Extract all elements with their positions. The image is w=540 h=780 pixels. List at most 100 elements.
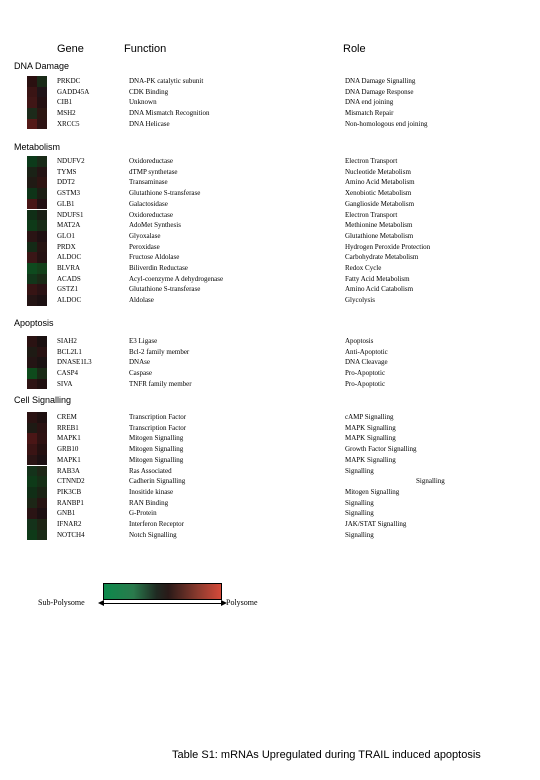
table-row: NOTCH4 Notch Signalling Signalling bbox=[0, 529, 540, 541]
role-cell: cAMP Signalling bbox=[345, 413, 394, 421]
table-row: CIB1 Unknown DNA end joining bbox=[0, 97, 540, 109]
role-cell: Signalling bbox=[416, 477, 445, 486]
heatmap-cell bbox=[37, 519, 47, 530]
heatmap-cells bbox=[27, 252, 47, 263]
function-cell: Galactosidase bbox=[129, 199, 168, 208]
role-cell: Redox Cycle bbox=[345, 264, 382, 272]
heatmap-cell bbox=[27, 422, 37, 434]
gene-cell: GADD45A bbox=[57, 87, 90, 96]
heatmap-cell bbox=[37, 295, 47, 306]
function-cell: Caspase bbox=[129, 369, 152, 378]
function-cell: E3 Ligase bbox=[129, 337, 158, 345]
heatmap-cell bbox=[37, 220, 47, 231]
gene-cell: MAPK1 bbox=[57, 455, 81, 464]
heatmap-cells bbox=[27, 177, 47, 189]
heatmap-cell bbox=[37, 368, 47, 379]
heatmap-cell bbox=[27, 118, 37, 130]
heatmap-cell bbox=[37, 273, 47, 285]
heatmap-cell bbox=[37, 433, 47, 445]
table-row: PIK3CB Inositide kinase Mitogen Signalling bbox=[0, 486, 540, 498]
heatmap-cell bbox=[27, 86, 37, 98]
heatmap-cell bbox=[37, 198, 47, 210]
heatmap-color-scale bbox=[103, 583, 222, 600]
role-cell: Hydrogen Peroxide Protection bbox=[345, 242, 431, 251]
role-cell: DNA end joining bbox=[345, 98, 394, 107]
heatmap-cell bbox=[37, 241, 47, 253]
heatmap-cell bbox=[37, 97, 47, 109]
heatmap-cell bbox=[27, 198, 37, 210]
heatmap-cell bbox=[27, 188, 37, 199]
role-cell: Signalling bbox=[345, 509, 374, 518]
heatmap-cells bbox=[27, 486, 47, 498]
heatmap-cell bbox=[27, 412, 37, 423]
heatmap-cell bbox=[37, 378, 47, 390]
gene-cell: MSH2 bbox=[57, 109, 76, 118]
heatmap-cell bbox=[27, 166, 37, 178]
role-cell: Amino Acid Metabolism bbox=[345, 178, 415, 187]
gene-cell: ALDOC bbox=[57, 253, 82, 262]
heatmap-cell bbox=[27, 177, 37, 189]
heatmap-cells bbox=[27, 422, 47, 434]
function-cell: Transaminase bbox=[129, 178, 168, 187]
heatmap-cell bbox=[37, 422, 47, 434]
section-title: Metabolism bbox=[14, 142, 61, 152]
heatmap-cell bbox=[27, 156, 37, 167]
role-cell: DNA Cleavage bbox=[345, 358, 388, 367]
heatmap-cells bbox=[27, 209, 47, 221]
heatmap-cells bbox=[27, 336, 47, 347]
role-cell: Fatty Acid Metabolism bbox=[345, 274, 410, 283]
heatmap-cell bbox=[27, 346, 37, 358]
table-row: IFNAR2 Interferon Receptor JAK/STAT Signal… bbox=[0, 519, 540, 530]
function-cell: Cadherin Signalling bbox=[129, 477, 186, 486]
right-arrow-icon bbox=[221, 600, 227, 606]
heatmap-cells bbox=[27, 86, 47, 98]
gene-cell: BLVRA bbox=[57, 264, 81, 272]
function-column-header: Function bbox=[124, 43, 167, 55]
heatmap-cell bbox=[27, 497, 37, 509]
heatmap-cells bbox=[27, 519, 47, 530]
function-cell: Interferon Receptor bbox=[129, 520, 184, 528]
heatmap-cell bbox=[27, 508, 37, 519]
table-row: PRDX Peroxidase Hydrogen Peroxide Protecti… bbox=[0, 241, 540, 253]
heatmap-cells bbox=[27, 346, 47, 358]
table-row: ACADS Acyl-coenzyme A dehydrogenase Fatty … bbox=[0, 273, 540, 285]
heatmap-cells bbox=[27, 220, 47, 231]
gene-cell: NDUFS1 bbox=[57, 210, 84, 219]
gene-cell: BCL2L1 bbox=[57, 347, 82, 356]
role-cell: JAK/STAT Signalling bbox=[345, 520, 407, 528]
heatmap-cells bbox=[27, 529, 47, 541]
heatmap-cell bbox=[27, 108, 37, 119]
heatmap-cell bbox=[37, 118, 47, 130]
heatmap-cell bbox=[37, 486, 47, 498]
legend-right-label: Polysome bbox=[226, 598, 258, 607]
heatmap-cell bbox=[27, 519, 37, 530]
table-row: CREM Transcription Factor cAMP Signalling bbox=[0, 412, 540, 423]
gene-cell: TYMS bbox=[57, 167, 77, 176]
heatmap-cell bbox=[27, 486, 37, 498]
role-cell: Methionine Metabolism bbox=[345, 221, 413, 230]
table-row: GRB10 Mitogen Signalling Growth Factor Sig… bbox=[0, 444, 540, 455]
role-cell: Growth Factor Signalling bbox=[345, 445, 417, 454]
role-cell: MAPK Signalling bbox=[345, 455, 396, 464]
heatmap-cells bbox=[27, 412, 47, 423]
heatmap-cells bbox=[27, 97, 47, 109]
gene-cell: IFNAR2 bbox=[57, 520, 82, 528]
role-cell: Pro-Apoptotic bbox=[345, 379, 386, 388]
gene-cell: PRDX bbox=[57, 242, 76, 251]
heatmap-cell bbox=[27, 220, 37, 231]
function-cell: Aldolase bbox=[129, 296, 154, 305]
heatmap-cell bbox=[27, 476, 37, 487]
table-row: GADD45A CDK Binding DNA Damage Response bbox=[0, 86, 540, 98]
function-cell: Biliverdin Reductase bbox=[129, 264, 188, 272]
role-cell: Mismatch Repair bbox=[345, 109, 394, 118]
table-row: ALDOC Fructose Aldolase Carbohydrate Metab… bbox=[0, 252, 540, 263]
gene-cell: GRB10 bbox=[57, 445, 79, 454]
heatmap-cell bbox=[37, 465, 47, 477]
heatmap-cell bbox=[27, 368, 37, 379]
table-row: DNASE1L3 DNAse DNA Cleavage bbox=[0, 357, 540, 369]
heatmap-cells bbox=[27, 497, 47, 509]
table-row: CASP4 Caspase Pro-Apoptotic bbox=[0, 368, 540, 379]
heatmap-cell bbox=[37, 346, 47, 358]
table-row: GLB1 Galactosidase Ganglioside Metabolism bbox=[0, 198, 540, 210]
function-cell: Mitogen Signalling bbox=[129, 445, 184, 454]
